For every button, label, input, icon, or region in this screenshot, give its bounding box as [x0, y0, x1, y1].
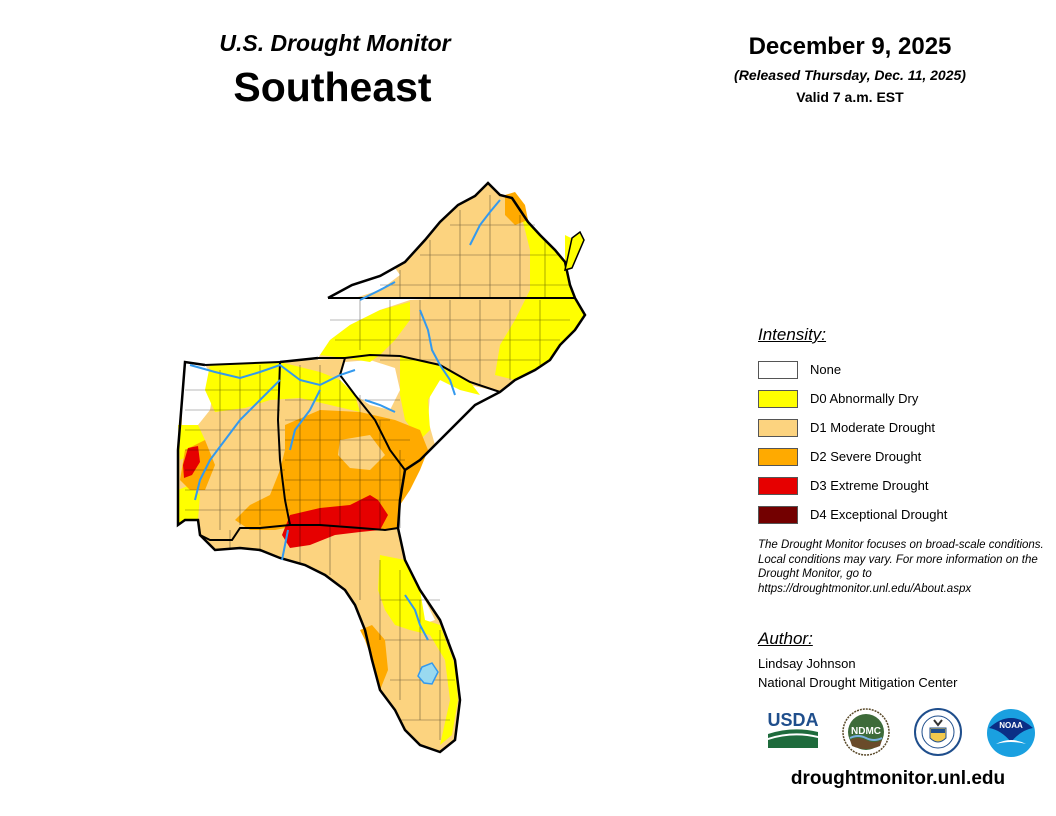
legend-item-d2: D2 Severe Drought: [758, 442, 1048, 471]
lake-okeechobee: [417, 662, 439, 685]
svg-text:NDMC: NDMC: [851, 726, 881, 737]
region-outline: [176, 181, 587, 754]
legend-item-d4: D4 Exceptional Drought: [758, 500, 1048, 529]
swatch-d0: [758, 389, 798, 408]
swatch-none: [758, 360, 798, 379]
d1-patches: [338, 435, 385, 470]
swatch-d1: [758, 418, 798, 437]
legend-label: D0 Abnormally Dry: [810, 391, 919, 406]
svg-text:USDA: USDA: [767, 710, 818, 730]
county-boundaries: [185, 195, 570, 740]
usda-logo: USDA: [767, 710, 819, 748]
swatch-d4: [758, 505, 798, 524]
doc-seal-logo: [914, 708, 962, 756]
legend-label: D1 Moderate Drought: [810, 420, 936, 435]
legend-label: None: [810, 362, 842, 377]
legend: Intensity: None D0 Abnormally Dry D1 Mod…: [758, 325, 1048, 529]
legend-title: Intensity:: [758, 325, 827, 344]
swatch-d2: [758, 447, 798, 466]
legend-item-d3: D3 Extreme Drought: [758, 471, 1048, 500]
legend-item-d0: D0 Abnormally Dry: [758, 384, 1048, 413]
map-subtitle: U.S. Drought Monitor: [219, 30, 451, 56]
drought-map: [176, 181, 587, 754]
author-name: Lindsay Johnson: [758, 656, 856, 671]
svg-text:NOAA: NOAA: [999, 721, 1023, 730]
noaa-logo: NOAA: [987, 709, 1035, 757]
eastern-shore: [563, 230, 585, 272]
legend-item-none: None: [758, 355, 1048, 384]
disclaimer-note: The Drought Monitor focuses on broad-sca…: [758, 539, 1044, 595]
state-boundaries: [199, 297, 575, 541]
legend-item-d1: D1 Moderate Drought: [758, 413, 1048, 442]
author-organization: National Drought Mitigation Center: [758, 675, 958, 690]
legend-label: D4 Exceptional Drought: [810, 507, 948, 522]
rivers: [189, 199, 501, 641]
legend-label: D3 Extreme Drought: [810, 478, 929, 493]
region-title: Southeast: [233, 64, 432, 110]
map-date: December 9, 2025: [748, 33, 952, 60]
release-date: (Released Thursday, Dec. 11, 2025): [734, 67, 966, 83]
swatch-d3: [758, 476, 798, 495]
author-heading: Author:: [758, 629, 813, 648]
legend-label: D2 Severe Drought: [810, 449, 922, 464]
website-link[interactable]: droughtmonitor.unl.edu: [790, 768, 1006, 789]
partner-logos: USDA NDMC NOAA: [766, 708, 1046, 760]
valid-time: Valid 7 a.m. EST: [796, 89, 904, 105]
ndmc-logo: NDMC: [842, 708, 890, 756]
